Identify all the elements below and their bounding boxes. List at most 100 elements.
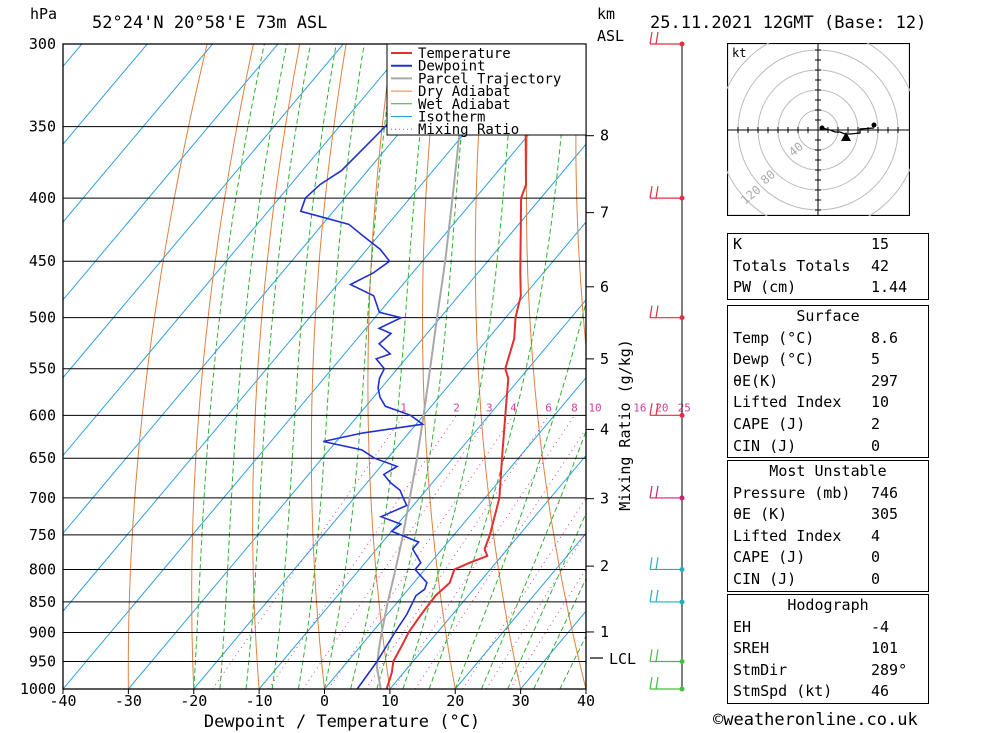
dry-adiabat-line	[474, 44, 522, 689]
isotherm-line	[63, 44, 213, 223]
dry-adiabat-line	[948, 44, 1000, 689]
y-tick-label: 950	[29, 653, 56, 671]
mixing-ratio-line	[509, 568, 586, 689]
eh-label: EH	[733, 617, 752, 636]
surface-cape-value: 2	[871, 414, 881, 433]
dewpoint-line	[299, 44, 462, 689]
copyright-footer: ©weatheronline.co.uk	[713, 710, 918, 730]
surface-dewp-label: Dewp (°C)	[733, 350, 815, 369]
wet-adiabat-line	[271, 44, 337, 689]
mixing-ratio-axis-title: Mixing Ratio (g/kg)	[616, 339, 634, 511]
surface-temp-value: 8.6	[871, 328, 899, 347]
isotherm-line	[63, 44, 279, 301]
surface-title: Surface	[796, 307, 860, 325]
y-tick-label: 300	[29, 35, 56, 53]
km-tick-label: 5	[600, 350, 609, 368]
y-tick-label: 700	[29, 489, 56, 507]
sreh-label: SREH	[733, 639, 770, 658]
mixing-ratio-label: 8	[571, 401, 578, 414]
surface-dewp-value: 5	[871, 350, 881, 369]
wind-barb-flag	[655, 557, 659, 570]
surface-table: Surface Temp (°C) 8.6 Dewp (°C) 5 θE(K) 297…	[727, 305, 929, 459]
location-title: 52°24'N 20°58'E 73m ASL	[92, 13, 328, 33]
wind-level-dot	[679, 566, 685, 572]
isotherm-line	[258, 299, 586, 689]
wet-adiabat-line	[297, 44, 365, 689]
y-tick-label: 900	[29, 624, 56, 642]
isotherm-line	[389, 454, 586, 689]
y-tick-label: 400	[29, 189, 56, 207]
mixing-ratio-line	[392, 415, 575, 689]
x-tick-label: 0	[320, 692, 329, 710]
surface-temp-label: Temp (°C)	[733, 328, 815, 347]
wet-adiabat-line	[533, 577, 586, 689]
dry-adiabat-line	[191, 44, 254, 689]
hodograph-start-point	[819, 125, 825, 131]
hpa-axis-title: hPa	[30, 5, 58, 23]
hodograph-end-point	[871, 122, 877, 128]
y-tick-label: 800	[29, 560, 56, 578]
isotherm-line	[127, 143, 586, 689]
legend-entry: Dewpoint	[418, 59, 485, 75]
hodograph-params-table: Hodograph EH -4 SREH 101 StmDir 289° StmSpd…	[727, 594, 929, 704]
km-tick-label: 1	[600, 623, 609, 641]
wind-barb-flag	[655, 403, 659, 416]
y-tick-label: 600	[29, 406, 56, 424]
mu-cin-label: CIN (J)	[733, 569, 797, 588]
wind-barb-flag	[649, 186, 653, 199]
km-tick-label: 2	[600, 557, 609, 575]
mu-lifted-index-value: 4	[871, 526, 881, 545]
x-tick-label: -20	[180, 692, 207, 710]
wind-barb-flag	[649, 403, 653, 416]
y-tick-label: 1000	[20, 680, 56, 698]
wind-level-dot	[679, 495, 685, 501]
surface-theta-e-value: 297	[871, 371, 899, 390]
wind-barb-flag	[655, 305, 659, 318]
totals-totals-label: Totals Totals	[733, 256, 851, 275]
wet-adiabat-line	[480, 429, 586, 689]
mixing-ratio-label: 10	[588, 401, 601, 414]
asl-axis-title: ASL	[597, 27, 625, 45]
y-tick-label: 450	[29, 252, 56, 270]
mixing-ratio-label: 16	[633, 401, 646, 414]
legend-entry: Temperature	[418, 46, 511, 62]
datetime-title: 25.11.2021 12GMT (Base: 12)	[650, 13, 927, 33]
wind-level-dot	[679, 659, 685, 665]
storm-speed-value: 46	[871, 682, 890, 701]
dry-adiabat-line	[127, 44, 208, 689]
mu-cin-value: 0	[871, 569, 881, 588]
dry-adiabat-line	[525, 44, 586, 689]
wind-barb-flag	[655, 589, 659, 603]
surface-cape-label: CAPE (J)	[733, 414, 806, 433]
isotherm-line	[63, 44, 344, 379]
wind-barb-flag	[655, 186, 659, 199]
k-index-label: K	[733, 235, 743, 253]
y-tick-label: 850	[29, 593, 56, 611]
wind-level-dot	[679, 412, 685, 418]
km-tick-label: 7	[600, 204, 609, 222]
most-unstable-table: Most Unstable Pressure (mb) 746 θE (K) 305…	[727, 460, 929, 592]
mu-theta-e-value: 305	[871, 505, 899, 524]
isotherm-line	[63, 65, 586, 689]
plot-frame	[62, 43, 587, 690]
surface-cin-value: 0	[871, 436, 881, 455]
x-tick-label: 10	[381, 692, 399, 710]
wet-adiabat-line	[193, 44, 265, 689]
wind-level-dot	[679, 686, 685, 692]
legend-entry: Mixing Ratio	[418, 122, 519, 138]
wind-level-dot	[679, 599, 685, 605]
x-tick-label: -10	[246, 692, 273, 710]
wind-barb-flag	[655, 485, 659, 499]
temperature-line	[385, 44, 541, 689]
wind-barb-flag	[649, 485, 653, 499]
precipitable-water-value: 1.44	[871, 278, 908, 297]
wet-adiabat-line	[245, 44, 312, 689]
wind-level-dot	[679, 41, 685, 47]
legend-entry: Isotherm	[418, 110, 485, 126]
eh-value: -4	[871, 617, 890, 636]
x-axis-title: Dewpoint / Temperature (°C)	[204, 712, 480, 732]
wet-adiabat-line	[219, 44, 288, 689]
x-tick-label: 20	[446, 692, 464, 710]
